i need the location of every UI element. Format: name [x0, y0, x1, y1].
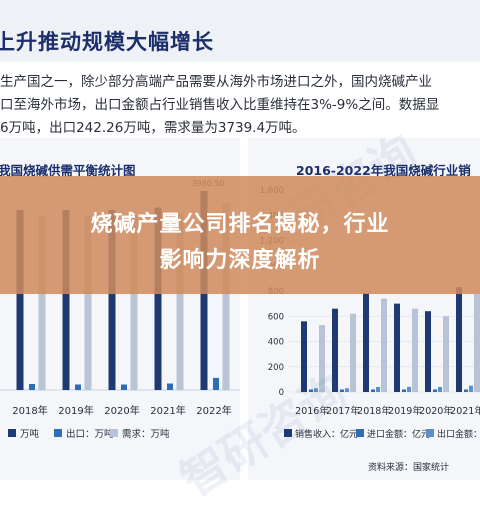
header-bar: 上升推动规模大幅增长 [0, 0, 480, 62]
left-bar-2-4 [222, 203, 230, 390]
banner-line-1: 烧碱产量公司排名揭秘，行业 [90, 212, 390, 237]
right-bar-2-2 [376, 386, 380, 392]
right-bar-1-3 [402, 389, 406, 392]
source-note: 资料来源：国家统计 [368, 463, 450, 473]
left-bar-0-0 [16, 210, 24, 390]
right-bar-1-4 [433, 389, 437, 392]
right-bar-3-1 [350, 313, 356, 392]
right-bar-0-3 [394, 303, 400, 392]
banner-line-2: 影响力深度解析 [159, 248, 321, 273]
right-bar-3-4 [443, 316, 449, 392]
left-bar-1-2 [121, 384, 127, 390]
right-x-tick-3: 2019年 [388, 405, 422, 417]
left-legend-swatch-0 [8, 429, 16, 437]
right-bar-1-0 [309, 389, 313, 392]
right-bar-0-2 [363, 293, 369, 392]
page-title: 上升推动规模大幅增长 [0, 30, 214, 54]
left-bar-2-2 [130, 215, 138, 390]
right-bar-2-4 [438, 386, 442, 392]
right-bar-3-2 [381, 298, 387, 392]
left-x-tick-0: 2018年 [12, 404, 47, 417]
right-x-tick-2: 2018年 [357, 405, 391, 417]
left-bar-2-1 [84, 215, 92, 390]
right-x-tick-0: 2016年 [295, 405, 329, 417]
left-legend-label-0: 万吨 [20, 428, 40, 440]
right-bar-0-0 [301, 321, 307, 392]
right-bar-3-5 [474, 293, 480, 392]
left-bar-1-1 [75, 384, 81, 390]
left-chart-title: 我国烧碱供需平衡统计图 [0, 163, 136, 178]
left-legend-label-2: 需求：万吨 [122, 428, 170, 440]
right-bar-2-5 [469, 385, 473, 392]
right-bar-3-3 [412, 308, 418, 392]
paragraph-line-2: 口至海外市场，出口金额占行业销售收入比重维持在3%-9%之间。数据显 [0, 97, 440, 113]
right-bar-1-5 [464, 389, 468, 392]
right-x-tick-5: 2021年 [450, 405, 480, 417]
right-bar-1-1 [340, 389, 344, 392]
right-bar-2-1 [345, 388, 349, 392]
left-x-tick-3: 2021年 [150, 404, 185, 417]
right-bar-2-3 [407, 386, 411, 392]
paragraph-line-1: 生产国之一，除少部分高端产品需要从海外市场进口之外，国内烧碱产业 [0, 74, 432, 90]
right-chart-title: 2016-2022年我国烧碱行业销 [296, 163, 471, 178]
left-bar-0-1 [62, 210, 70, 390]
left-legend-swatch-1 [54, 429, 62, 437]
left-x-tick-4: 2022年 [196, 404, 231, 417]
right-bar-2-0 [314, 388, 318, 392]
title-banner: 烧碱产量公司排名揭秘，行业 影响力深度解析 [0, 176, 480, 294]
left-x-tick-1: 2019年 [58, 404, 93, 417]
right-bar-0-1 [332, 308, 338, 392]
paragraph-line-3: 6万吨，出口242.26万吨，需求量为3739.4万吨。 [0, 120, 306, 136]
left-x-tick-2: 2020年 [104, 404, 139, 417]
right-legend-label-2: 出口金额：亿元 [437, 428, 480, 440]
right-bar-1-2 [371, 389, 375, 392]
right-y-tick-1: 200 [268, 363, 284, 373]
right-legend-label-1: 进口金额：亿元 [367, 428, 430, 440]
right-legend-swatch-1 [356, 429, 364, 437]
right-x-tick-1: 2017年 [326, 405, 360, 417]
right-y-tick-0: 0 [279, 388, 284, 398]
left-bar-1-0 [29, 384, 35, 390]
left-bar-0-2 [108, 210, 116, 390]
right-y-tick-2: 400 [268, 338, 284, 348]
left-legend-label-1: 出口：万吨 [66, 428, 114, 440]
right-x-tick-4: 2020年 [419, 405, 453, 417]
right-legend-swatch-2 [426, 429, 434, 437]
right-bar-0-4 [425, 311, 431, 392]
left-legend-swatch-2 [110, 429, 118, 437]
left-bar-2-0 [38, 216, 46, 390]
left-bar-0-3 [154, 207, 162, 390]
right-legend-label-0: 销售收入：亿元 [295, 428, 358, 440]
left-bar-1-4 [213, 377, 219, 390]
right-bar-3-0 [319, 325, 325, 392]
right-legend-swatch-0 [284, 429, 292, 437]
left-bar-1-3 [167, 383, 173, 390]
left-bar-2-3 [176, 214, 184, 390]
right-bar-0-5 [456, 287, 462, 392]
right-y-tick-3: 600 [268, 312, 284, 322]
